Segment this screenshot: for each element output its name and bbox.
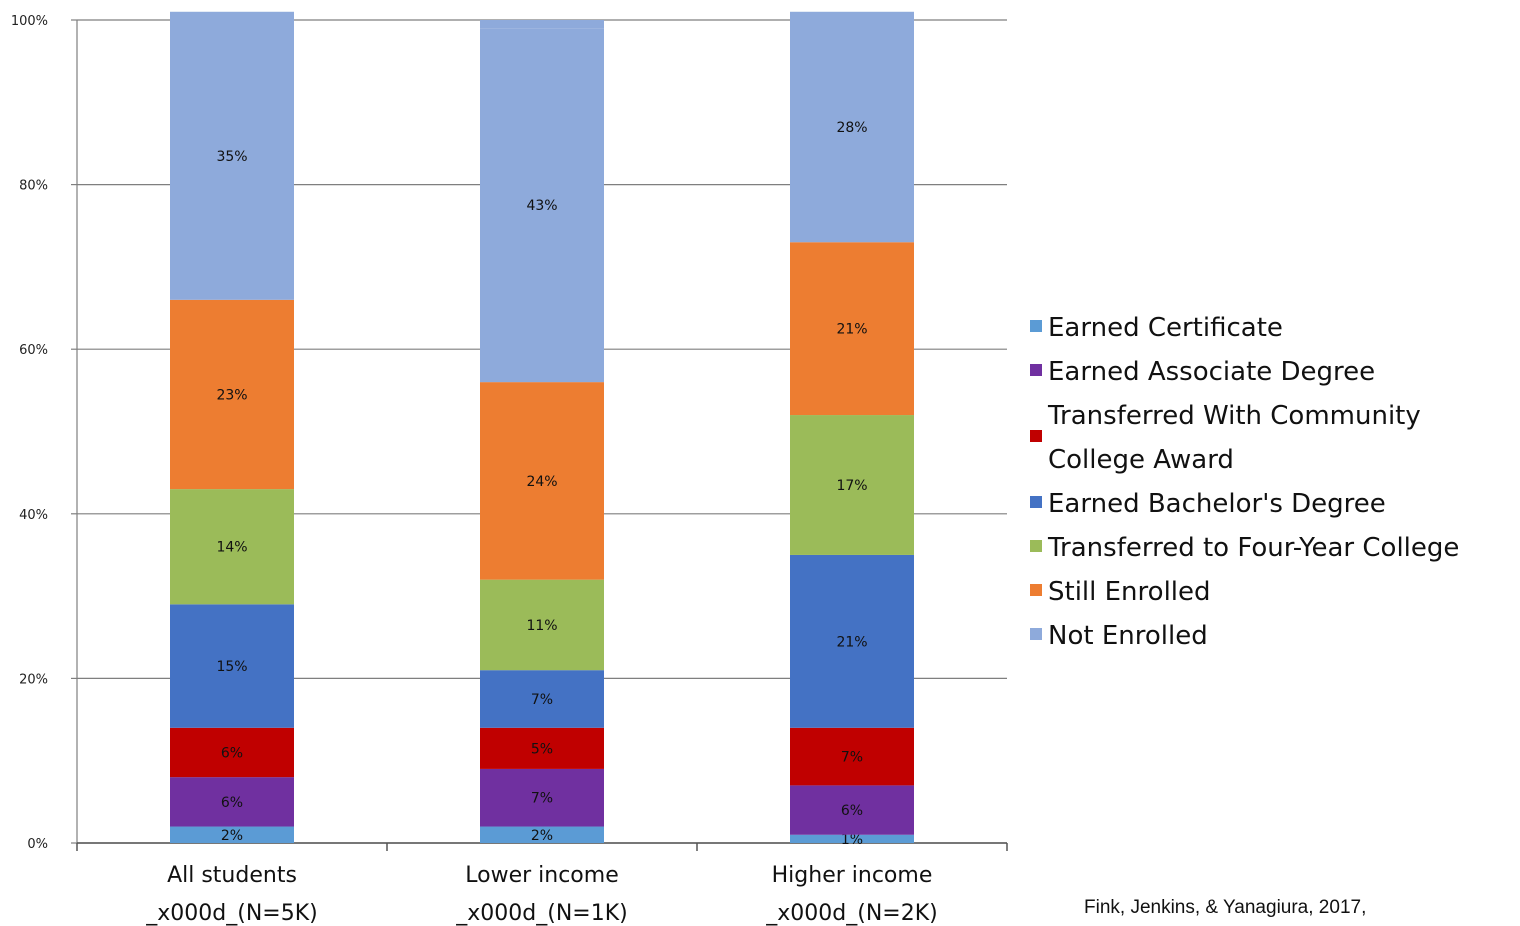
- y-tick-label: 80%: [19, 179, 48, 194]
- data-label: 23%: [216, 387, 247, 403]
- data-label: 11%: [526, 618, 557, 634]
- data-label: 7%: [841, 750, 863, 766]
- data-label: 2%: [221, 828, 243, 844]
- bar-segment: [480, 727, 604, 769]
- data-label: 7%: [531, 692, 553, 708]
- legend-label: Earned Bachelor's Degree: [1048, 489, 1386, 519]
- legend-swatch: [1030, 430, 1042, 442]
- data-label: 35%: [216, 149, 247, 165]
- data-label: 24%: [526, 474, 557, 490]
- legend-label: College Award: [1048, 445, 1234, 475]
- legend-swatch: [1030, 628, 1042, 640]
- data-label: 28%: [836, 120, 867, 136]
- bar-segment: [480, 579, 604, 671]
- category-label: _x000d_(N=5K): [145, 901, 317, 926]
- data-label: 14%: [216, 540, 247, 556]
- y-tick-label: 60%: [19, 343, 48, 358]
- legend-label: Transferred With Community: [1047, 401, 1421, 431]
- bar-segment: [480, 382, 604, 580]
- legend-swatch: [1030, 584, 1042, 596]
- bar-segment: [480, 20, 604, 29]
- bar-segment: [170, 604, 294, 728]
- bar-segment: [790, 415, 914, 555]
- data-label: 6%: [221, 795, 243, 811]
- bar-segment: [480, 768, 604, 827]
- bar-segment: [480, 670, 604, 728]
- bar-segment: [170, 489, 294, 605]
- data-label: 7%: [531, 791, 553, 807]
- category-label: Lower income: [465, 863, 618, 888]
- data-label: 17%: [836, 478, 867, 494]
- bar-segment: [790, 785, 914, 835]
- bar-segment: [790, 834, 914, 843]
- data-label: 21%: [836, 634, 867, 650]
- legend-swatch: [1030, 496, 1042, 508]
- category-label: _x000d_(N=1K): [455, 901, 627, 926]
- bar-segment: [790, 727, 914, 786]
- bar-segment: [480, 826, 604, 843]
- legend-swatch: [1030, 364, 1042, 376]
- data-label: 6%: [221, 745, 243, 761]
- legend-label: Transferred to Four-Year College: [1047, 533, 1459, 563]
- data-label: 6%: [841, 803, 863, 819]
- legend-label: Earned Associate Degree: [1048, 357, 1375, 387]
- data-label: 1%: [841, 832, 863, 848]
- legend-label: Still Enrolled: [1048, 577, 1211, 607]
- legend-swatch: [1030, 320, 1042, 332]
- source-note: Fink, Jenkins, & Yanagiura, 2017,: [1084, 897, 1367, 918]
- data-label: 43%: [526, 198, 557, 214]
- data-label: 5%: [531, 741, 553, 757]
- bar-segment: [480, 28, 604, 383]
- y-tick-label: 40%: [19, 508, 48, 523]
- y-tick-label: 20%: [19, 672, 48, 687]
- bar-segment: [170, 777, 294, 827]
- category-label: All students: [167, 863, 297, 888]
- bar-segment: [790, 554, 914, 728]
- bar-segment: [790, 242, 914, 416]
- data-label: 15%: [216, 659, 247, 675]
- legend-swatch: [1030, 540, 1042, 552]
- bar-segment: [170, 826, 294, 843]
- category-label: Higher income: [772, 863, 933, 888]
- y-tick-label: 0%: [27, 837, 48, 852]
- bar-segment: [170, 727, 294, 778]
- data-label: 21%: [836, 322, 867, 338]
- bar-segment: [170, 299, 294, 490]
- legend-label: Earned Certificate: [1048, 313, 1283, 343]
- category-label: _x000d_(N=2K): [765, 901, 937, 926]
- legend-label: Not Enrolled: [1048, 621, 1208, 651]
- y-tick-label: 100%: [11, 14, 48, 29]
- bar-segment: [170, 11, 294, 300]
- data-label: 2%: [531, 828, 553, 844]
- bar-segment: [790, 11, 914, 243]
